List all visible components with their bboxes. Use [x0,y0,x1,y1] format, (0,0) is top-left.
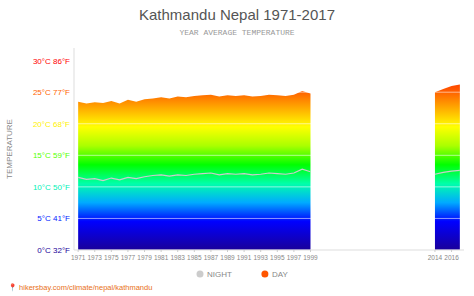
x-tick [78,250,79,252]
x-tick [161,250,162,252]
x-tick [194,250,195,252]
title: Kathmandu Nepal 1971-2017 [139,6,335,23]
x-tick [244,250,245,252]
legend-label: NIGHT [207,270,232,279]
x-axis-line [74,250,464,251]
grid-line [74,92,464,93]
x-tick [451,250,452,252]
day-area [435,85,460,250]
x-tick [434,250,435,252]
y-tick-label: 10°C 50°F [33,183,70,192]
grid-line [74,60,464,61]
x-tick-label: 1991 [237,254,252,261]
marks [78,85,460,250]
x-tick-label: 1989 [220,254,235,261]
night-line [78,169,310,180]
x-tick-label: 1977 [121,254,136,261]
y-axis-label: TEMPERATURE [5,119,14,179]
x-tick-label: 1997 [287,254,302,261]
legend-label: DAY [272,270,289,279]
y-tick-label: 25°C 77°F [33,88,70,97]
x-tick-label: 1987 [204,254,219,261]
x-tick-label: 1999 [303,254,318,261]
y-tick-label: 5°C 41°F [37,214,70,223]
x-tick-label: 2014 [428,254,443,261]
grid-line [74,250,464,251]
x-tick-label: 1985 [187,254,202,261]
x-tick [227,250,228,252]
x-tick [210,250,211,252]
x-tick [277,250,278,252]
x-tick-label: 1983 [170,254,185,261]
x-tick-label: 2016 [444,254,459,261]
y-axis-line [74,48,75,250]
y-tick-label: 30°C 86°F [33,57,70,66]
x-tick [177,250,178,252]
x-tick [111,250,112,252]
x-tick-label: 1979 [137,254,152,261]
x-tick [94,250,95,252]
grid-line [74,123,464,124]
chart: Kathmandu Nepal 1971-2017 YEAR AVERAGE TE… [0,0,474,296]
grid-line [74,218,464,219]
day-area [78,91,310,250]
subtitle: YEAR AVERAGE TEMPERATURE [179,28,294,37]
grid-line [74,155,464,156]
footer: 📍 hikersbay.com/climate/nepal/kathmandu [8,283,152,292]
y-tick-label: 20°C 68°F [33,120,70,129]
y-tick-label: 0°C 32°F [37,246,70,255]
x-tick [144,250,145,252]
x-tick-label: 1971 [71,254,86,261]
night-line [435,170,460,174]
x-tick [260,250,261,252]
x-tick-label: 1995 [270,254,285,261]
x-tick-label: 1993 [253,254,268,261]
y-tick-label: 15°C 59°F [33,151,70,160]
legend-marker [261,271,268,278]
x-tick-label: 1973 [88,254,103,261]
x-tick [293,250,294,252]
x-tick-label: 1981 [154,254,169,261]
plot-area [74,48,464,250]
legend-marker [197,271,204,278]
x-tick-label: 1975 [104,254,119,261]
x-tick [310,250,311,252]
grid-line [74,186,464,187]
x-tick [127,250,128,252]
